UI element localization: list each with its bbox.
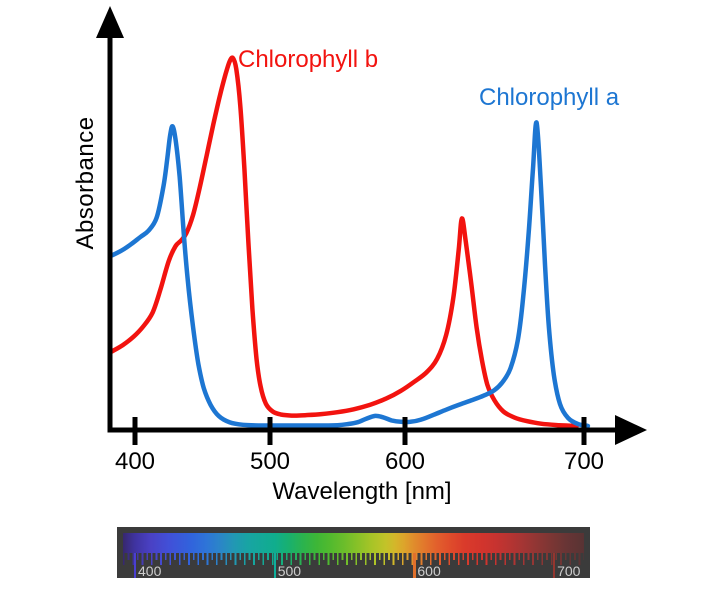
x-tick-label: 500 [249,448,291,475]
bar-wavelength-label: 500 [277,563,302,579]
x-tick-label: 400 [114,448,156,475]
ruler-label-zone [123,565,584,578]
bar-wavelength-label: 600 [417,563,441,579]
bar-wavelength-label: 700 [557,563,581,579]
spectrum-bar: 400 500 600 700 [117,527,590,579]
bar-major-tick [413,553,416,578]
chl-a-annotation: Chlorophyll a [479,84,620,111]
bar-major-tick [134,553,137,578]
y-axis-title: Absorbance [72,116,99,250]
x-axis-line [107,427,617,433]
x-axis-title: Wavelength [nm] [272,478,452,505]
y-axis-line [107,34,113,433]
x-tick-label: 600 [384,448,426,475]
x-axis-arrow-icon [615,415,647,445]
bar-wavelength-label: 400 [138,563,162,579]
bar-major-tick [553,553,556,578]
chl-a-curve [109,120,591,429]
chl-b-curve [109,55,580,429]
chl-b-annotation: Chlorophyll b [238,46,379,73]
visible-spectrum-gradient [123,533,584,553]
spectrum-ruler: 400 500 600 700 [123,553,584,579]
bar-major-tick [273,553,277,578]
spectra-chart [96,6,647,445]
axes [96,6,647,445]
x-tick-label: 700 [563,448,605,475]
y-axis-arrow-icon [96,6,124,38]
